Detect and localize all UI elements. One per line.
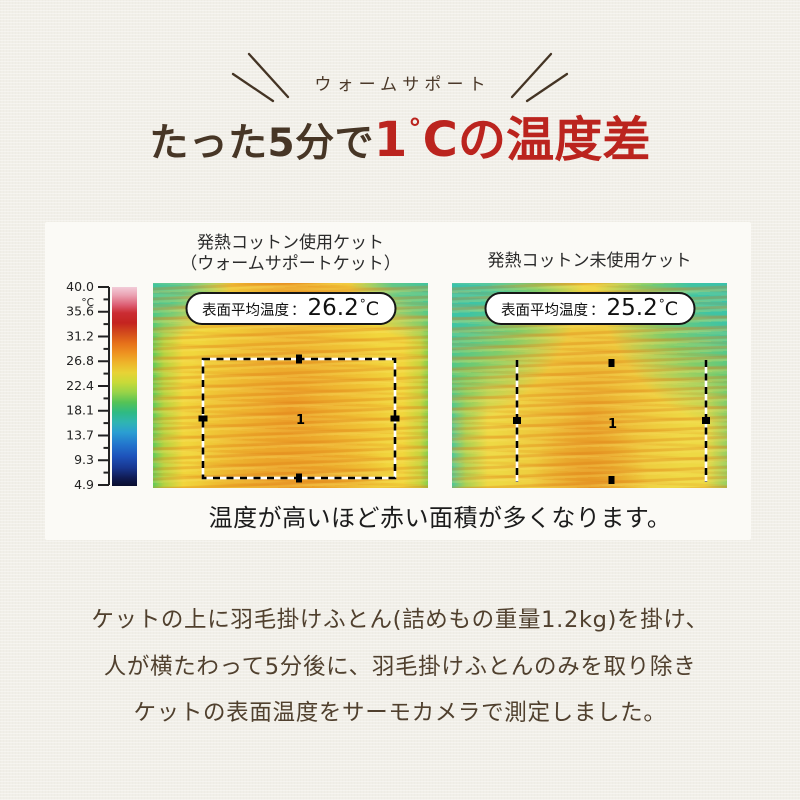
thermal-caption: 温度が高いほど赤い面積が多くなります。 <box>208 504 672 532</box>
method-line-1: ケットの上に羽毛掛けふとん(詰めもの重量1.2kg)を掛け、 <box>91 607 709 633</box>
eyebrow-label: ウォームサポート <box>314 75 491 95</box>
method-line-3: ケットの表面温度をサーモカメラで測定しました。 <box>133 700 667 726</box>
scale-tick-312: 31.2 <box>66 329 94 344</box>
marker-bottom-center <box>608 476 615 484</box>
scale-tick-marks <box>98 286 110 486</box>
badge-right-colon: ： <box>590 303 605 319</box>
badge-left-degree: ° <box>359 297 366 311</box>
marker-top-center <box>608 359 615 367</box>
region-number-right: 1 <box>608 417 617 432</box>
label-left-line2: （ウォームサポートケット） <box>180 254 401 274</box>
ray-right-outer <box>510 52 553 99</box>
temperature-scale-axis: 40.0 °C 35.6 31.2 26.8 22.4 18.1 13.7 9.… <box>66 279 110 492</box>
badge-right-degree: ° <box>658 297 665 311</box>
scale-tick-93: 9.3 <box>74 452 94 467</box>
marker-bottom-center <box>296 473 302 483</box>
method-line-2: 人が横たわって5分後に、羽毛掛けふとんのみを取り除き <box>103 653 697 680</box>
scale-tick-268: 26.8 <box>66 353 94 368</box>
badge-left-label: 表面平均温度 <box>202 303 289 319</box>
title-accent-number: 1 <box>373 112 408 168</box>
badge-right-unit: C <box>664 298 678 320</box>
label-left-line1: 発熱コットン使用ケット <box>197 233 384 253</box>
temperature-colorbar <box>112 287 137 486</box>
title-accent-suffix: の温度差 <box>457 112 651 168</box>
label-right-line1: 発熱コットン未使用ケット <box>487 251 692 271</box>
page-title: たった5分で 1°Cの温度差 <box>0 100 800 170</box>
decorative-rays <box>231 52 569 103</box>
title-accent: 1°Cの温度差 <box>374 100 651 170</box>
scale-unit-label: °C <box>81 297 94 309</box>
avg-temp-badge-right: 表面平均温度： 25.2 ° C <box>484 292 695 325</box>
marker-top-center <box>296 354 302 364</box>
scale-tick-224: 22.4 <box>66 378 94 393</box>
ray-left-inner <box>231 72 275 103</box>
degree-symbol: ° <box>408 114 422 145</box>
thermal-image-heated: 表面平均温度： 26.2 ° C 1 <box>153 283 428 488</box>
scale-tick-137: 13.7 <box>66 428 94 443</box>
badge-left-colon: ： <box>291 303 306 319</box>
method-description: ケットの上に羽毛掛けふとん(詰めもの重量1.2kg)を掛け、 人が横たわって5分… <box>0 597 800 737</box>
ray-left-outer <box>247 52 290 99</box>
label-unheated-cotton-blanket: 発熱コットン未使用ケット <box>452 251 727 272</box>
scale-tick-356: 35.6 <box>66 304 94 319</box>
region-number-left: 1 <box>296 413 305 428</box>
badge-left-unit: C <box>365 298 379 320</box>
title-prefix: たった5分で <box>149 121 374 166</box>
measurement-region-right: 1 <box>513 359 710 484</box>
thermal-image-unheated: 表面平均温度： 25.2 ° C 1 <box>452 283 727 488</box>
avg-temp-badge-left: 表面平均温度： 26.2 ° C <box>185 292 396 325</box>
scale-tick-40: 40.0 <box>66 279 94 294</box>
celsius-letter: C <box>422 112 458 168</box>
scale-tick-181: 18.1 <box>66 403 94 418</box>
scale-tick-49: 4.9 <box>74 477 94 492</box>
ray-right-inner <box>525 72 569 103</box>
marker-right-mid <box>702 417 710 424</box>
marker-left-mid <box>198 415 208 422</box>
badge-left-value: 26.2 <box>307 295 359 321</box>
badge-right-value: 25.2 <box>606 295 658 321</box>
marker-left-mid <box>513 417 521 424</box>
measurement-region-left: 1 <box>198 354 400 483</box>
label-heated-cotton-blanket: 発熱コットン使用ケット （ウォームサポートケット） <box>153 233 428 275</box>
marker-right-mid <box>390 415 400 422</box>
badge-right-label: 表面平均温度 <box>501 303 588 319</box>
